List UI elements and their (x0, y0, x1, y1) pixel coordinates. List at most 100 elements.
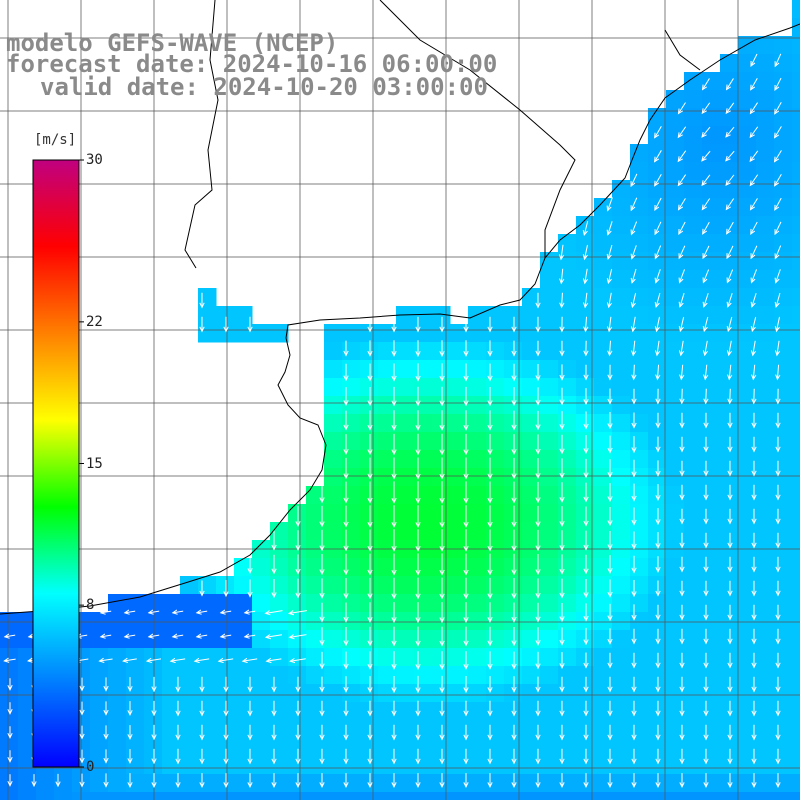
wind-speed-cell (486, 522, 505, 541)
wind-arrow (319, 748, 325, 765)
wind-arrow (463, 626, 469, 647)
wind-speed-cell (252, 594, 271, 613)
wind-speed-cell (774, 36, 793, 55)
wind-arrow (775, 436, 781, 453)
wind-speed-cell (720, 630, 739, 649)
wind-speed-cell (594, 432, 613, 451)
wind-arrow (439, 340, 445, 357)
wind-speed-cell (306, 756, 325, 775)
wind-speed-cell (396, 774, 415, 793)
wind-arrow (367, 386, 373, 407)
wind-arrow (654, 221, 662, 236)
wind-speed-cell (594, 666, 613, 685)
wind-arrow (606, 292, 613, 309)
wind-speed-cell (360, 396, 379, 415)
wind-speed-cell (684, 90, 703, 109)
wind-speed-cell (306, 792, 325, 800)
wind-speed-cell (126, 792, 145, 800)
wind-speed-cell (270, 684, 289, 703)
wind-arrow (582, 220, 589, 237)
wind-speed-cell (396, 792, 415, 800)
wind-speed-cell (576, 414, 595, 433)
wind-speed-cell (702, 630, 721, 649)
wind-speed-cell (720, 108, 739, 127)
wind-speed-cell (450, 558, 469, 577)
wind-arrow (655, 628, 661, 645)
wind-speed-cell (756, 396, 775, 415)
wind-speed-cell (792, 558, 800, 577)
wind-speed-cell (720, 648, 739, 667)
wind-arrow (775, 580, 781, 597)
wind-speed-cell (288, 666, 307, 685)
wind-speed-cell (144, 684, 163, 703)
wind-arrow (391, 457, 397, 480)
wind-speed-cell (792, 162, 800, 181)
wind-arrow (559, 364, 565, 381)
wind-arrow (463, 433, 469, 456)
wind-speed-cell (360, 738, 379, 757)
wind-arrow (678, 316, 685, 333)
wind-speed-cell (630, 324, 649, 343)
wind-speed-cell (270, 576, 289, 595)
wind-speed-cell (702, 90, 721, 109)
wind-arrow (415, 651, 421, 670)
wind-speed-cell (666, 162, 685, 181)
wind-speed-cell (234, 756, 253, 775)
wind-arrow (343, 724, 349, 741)
wind-arrow (725, 174, 735, 187)
wind-arrow (223, 676, 229, 693)
wind-speed-cell (756, 522, 775, 541)
wind-speed-cell (648, 378, 667, 397)
wind-arrow (123, 609, 136, 615)
wind-arrow (295, 700, 301, 717)
wind-speed-cell (432, 342, 451, 361)
wind-speed-cell (774, 756, 793, 775)
wind-speed-cell (720, 234, 739, 253)
wind-speed-cell (774, 486, 793, 505)
wind-speed-cell (774, 558, 793, 577)
wind-speed-cell (414, 576, 433, 595)
wind-arrow (607, 773, 613, 789)
wind-speed-cell (792, 594, 800, 613)
wind-arrow (631, 388, 637, 405)
wind-speed-cell (666, 306, 685, 325)
wind-arrow (655, 652, 661, 669)
wind-arrow (655, 436, 661, 453)
wind-arrow (703, 556, 709, 573)
wind-arrow (295, 748, 301, 765)
wind-speed-cell (126, 648, 145, 667)
wind-speed-cell (504, 306, 523, 325)
wind-speed-cell (684, 684, 703, 703)
wind-speed-cell (522, 522, 541, 541)
wind-arrow (367, 577, 373, 600)
wind-speed-cell (738, 252, 757, 271)
wind-arrow (391, 363, 397, 382)
wind-arrow (727, 724, 733, 741)
wind-speed-cell (594, 522, 613, 541)
wind-speed-cell (108, 612, 127, 631)
wind-speed-cell (432, 432, 451, 451)
wind-arrow (463, 363, 469, 382)
wind-arrow (559, 652, 565, 670)
wind-speed-cell (486, 486, 505, 505)
wind-speed-cell (234, 702, 253, 721)
wind-speed-cell (558, 342, 577, 361)
wind-speed-cell (702, 756, 721, 775)
wind-speed-cell (648, 738, 667, 757)
wind-speed-cell (360, 324, 379, 343)
wind-speed-cell (270, 630, 289, 649)
wind-speed-cell (738, 306, 757, 325)
wind-arrow (343, 434, 349, 455)
wind-arrow (343, 748, 349, 765)
wind-speed-cell (558, 594, 577, 613)
wind-speed-cell (630, 612, 649, 631)
wind-arrow (415, 410, 421, 431)
wind-speed-cell (630, 756, 649, 775)
wind-speed-cell (486, 612, 505, 631)
wind-speed-cell (522, 576, 541, 595)
wind-speed-cell (684, 612, 703, 631)
wind-arrow (702, 340, 709, 357)
wind-arrow (679, 364, 685, 381)
wind-speed-cell (612, 378, 631, 397)
wind-speed-cell (144, 792, 163, 800)
